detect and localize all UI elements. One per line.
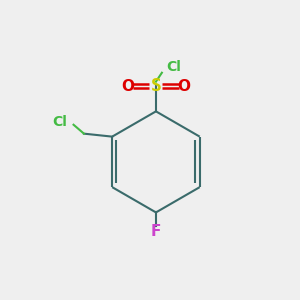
- Text: Cl: Cl: [53, 115, 68, 129]
- Text: F: F: [151, 224, 161, 239]
- Text: Cl: Cl: [166, 60, 181, 74]
- Text: S: S: [151, 77, 161, 95]
- Text: O: O: [178, 79, 191, 94]
- Text: O: O: [121, 79, 134, 94]
